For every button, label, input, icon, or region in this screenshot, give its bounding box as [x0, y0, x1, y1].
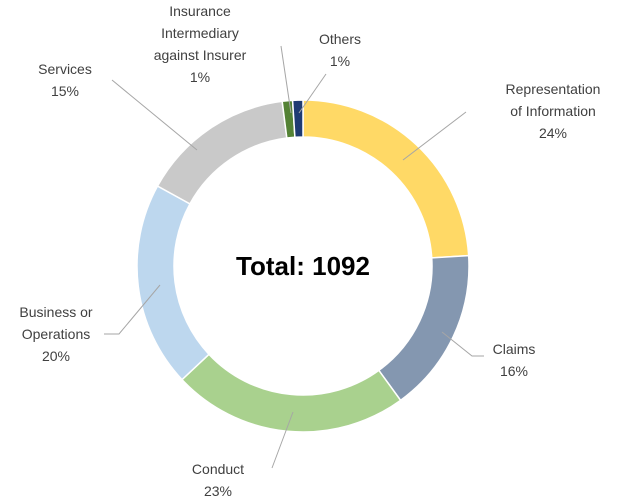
value-label: 20%: [42, 348, 70, 364]
category-line: Representation: [506, 81, 601, 97]
value-label: 1%: [330, 53, 350, 69]
category-line: Services: [38, 61, 92, 77]
value-label: 23%: [204, 483, 232, 499]
category-name: Business or Operations: [19, 304, 92, 342]
donut-slice: [291, 99, 304, 139]
category-name: Services: [38, 61, 92, 77]
category-line: Intermediary: [161, 25, 239, 41]
slice-label: Services 15%: [38, 61, 92, 99]
category-line: of Information: [510, 103, 596, 119]
slice-label: Conduct 23%: [192, 461, 244, 499]
leader-line: [441, 331, 484, 357]
total-annotation: Total: 1092: [236, 251, 370, 281]
category-name: Claims: [493, 341, 536, 357]
leader-line: [298, 73, 327, 114]
category-line: Others: [319, 31, 361, 47]
category-line: Insurance: [169, 3, 231, 19]
category-name: Insurance Intermediary against Insurer: [154, 3, 247, 63]
leader-line: [104, 284, 161, 335]
value-label: 1%: [190, 69, 210, 85]
donut-slice: [180, 353, 402, 433]
category-line: Operations: [22, 326, 90, 342]
donut-slice: [377, 254, 470, 402]
leader-line: [111, 79, 198, 151]
leader-line: [402, 111, 467, 161]
category-line: against Insurer: [154, 47, 247, 63]
donut-slice: [302, 99, 470, 259]
slice-label: Others 1%: [319, 31, 361, 69]
category-line: Business or: [19, 304, 92, 320]
donut-slice: [136, 185, 211, 381]
donut: Representation of Information 24% Claims 16%…: [19, 3, 600, 499]
donut-slice: [156, 100, 288, 205]
category-line: Claims: [493, 341, 536, 357]
category-name: Others: [319, 31, 361, 47]
category-name: Representation of Information: [506, 81, 601, 119]
leader-line: [271, 411, 294, 469]
slice-label: Representation of Information 24%: [506, 81, 601, 141]
slice-label: Business or Operations 20%: [19, 304, 92, 364]
category-name: Conduct: [192, 461, 244, 477]
value-label: 24%: [539, 125, 567, 141]
slice-label: Claims 16%: [493, 341, 536, 379]
value-label: 16%: [500, 363, 528, 379]
category-line: Conduct: [192, 461, 244, 477]
leader-line: [280, 45, 292, 114]
slice-label: Insurance Intermediary against Insurer 1%: [154, 3, 247, 85]
value-label: 15%: [51, 83, 79, 99]
